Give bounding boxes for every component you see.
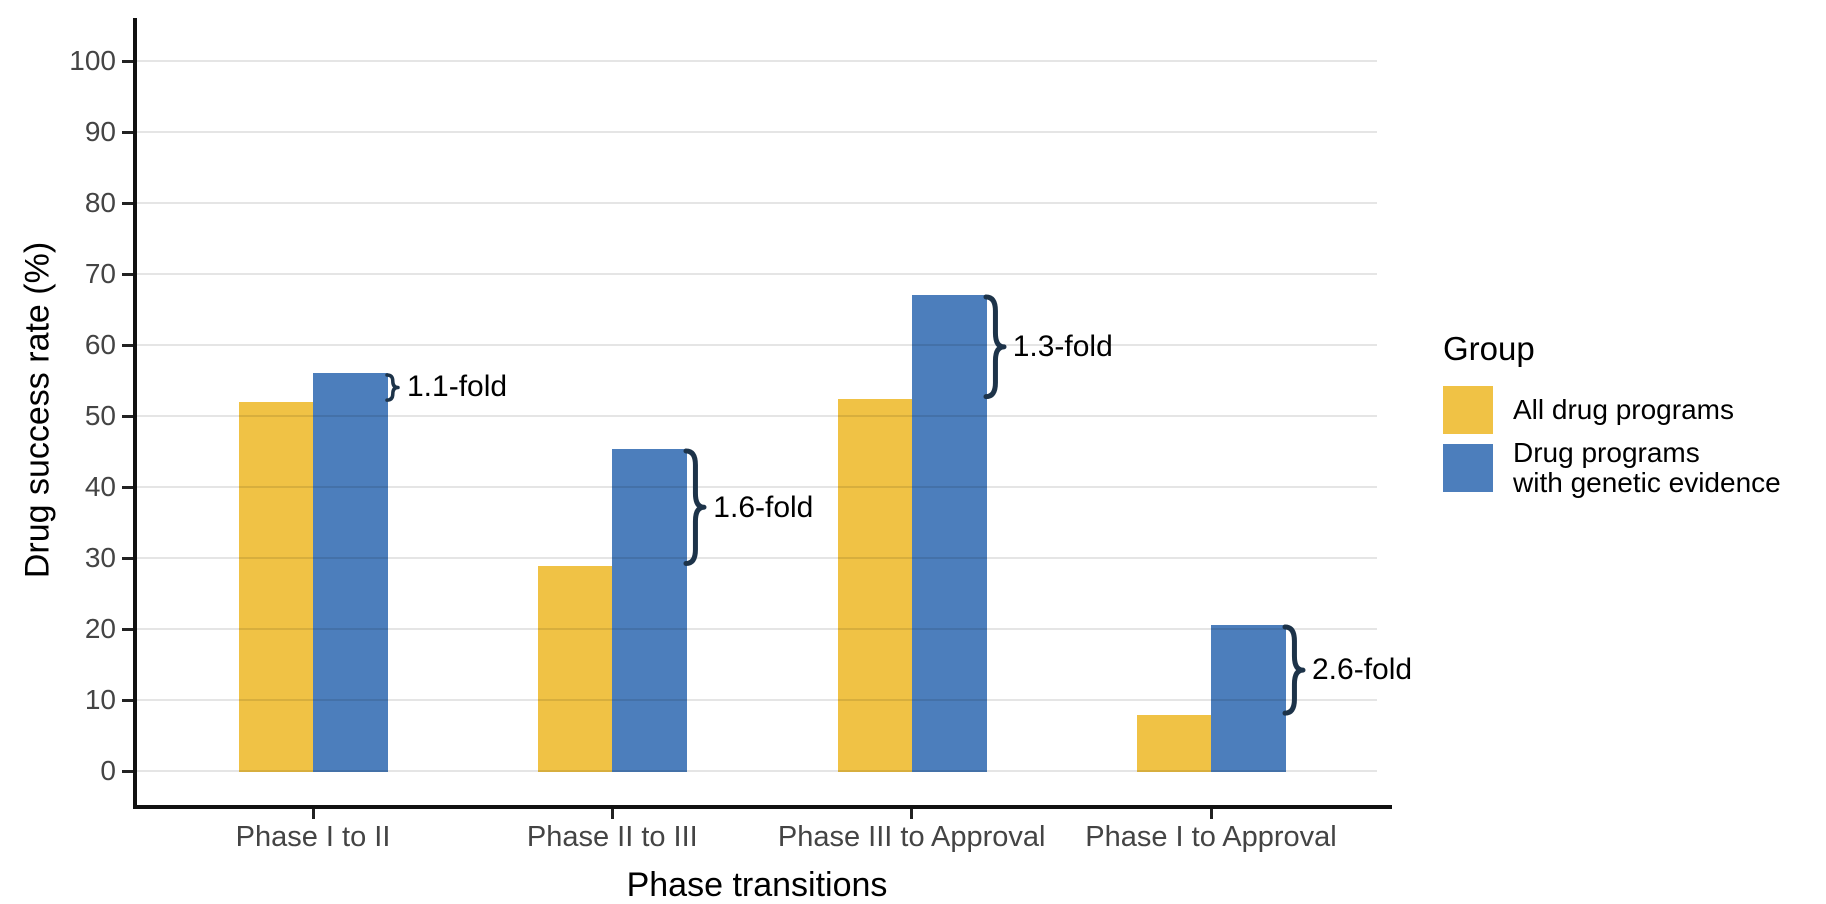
legend-title: Group xyxy=(1443,330,1535,367)
x-tick-label: Phase III to Approval xyxy=(777,821,1046,853)
bar xyxy=(837,398,912,772)
bar xyxy=(612,449,688,772)
bar xyxy=(239,401,313,772)
x-tick-label: Phase II to III xyxy=(526,821,698,853)
y-axis-line xyxy=(133,18,137,809)
legend-item: All drug programs xyxy=(1443,386,1781,434)
x-axis-tick xyxy=(311,809,315,819)
x-tick-label: Phase I to Approval xyxy=(1085,821,1337,853)
y-tick-label: 60 xyxy=(84,329,116,360)
bar xyxy=(538,565,613,772)
y-axis-tick xyxy=(122,627,135,631)
y-axis-tick xyxy=(122,698,135,702)
legend: Group All drug programs Drug programs with… xyxy=(1443,330,1781,502)
bar xyxy=(1137,714,1211,772)
y-axis-tick xyxy=(122,769,135,773)
y-tick-label: 70 xyxy=(84,258,116,289)
bar xyxy=(911,295,987,772)
gridline xyxy=(137,628,1377,630)
gridline xyxy=(137,699,1377,701)
gridline xyxy=(137,344,1377,346)
y-axis-tick xyxy=(122,272,135,276)
legend-item-label: All drug programs xyxy=(1513,394,1734,425)
y-axis-tick xyxy=(122,59,135,63)
gridline xyxy=(137,415,1377,417)
legend-items: All drug programs Drug programs with genet… xyxy=(1443,386,1781,498)
x-tick-label: Phase I to II xyxy=(235,821,391,853)
y-tick-label: 20 xyxy=(84,613,116,644)
brace-icon xyxy=(385,372,400,402)
x-axis-tick xyxy=(910,809,914,819)
gridline xyxy=(137,486,1377,488)
x-axis-tick xyxy=(1209,809,1213,819)
y-axis-tick xyxy=(122,130,135,134)
y-tick-label: 80 xyxy=(84,187,116,218)
y-tick-label: 90 xyxy=(84,116,116,147)
fold-annotation-label: 1.3-fold xyxy=(1012,330,1113,364)
fold-annotation-label: 1.6-fold xyxy=(713,490,814,524)
fold-annotation-label: 2.6-fold xyxy=(1312,652,1413,686)
legend-swatch-icon xyxy=(1443,444,1493,492)
x-axis-tick xyxy=(610,809,614,819)
fold-annotation-label: 1.1-fold xyxy=(407,370,508,404)
legend-swatch-icon xyxy=(1443,386,1493,434)
y-axis-tick xyxy=(122,485,135,489)
legend-item: Drug programs with genetic evidence xyxy=(1443,438,1781,498)
legend-item-label: Drug programs with genetic evidence xyxy=(1513,437,1781,498)
gridline xyxy=(137,557,1377,559)
y-tick-label: 40 xyxy=(84,471,116,502)
gridline xyxy=(137,202,1377,204)
y-tick-label: 30 xyxy=(84,542,116,573)
gridline xyxy=(137,131,1377,133)
gridline xyxy=(137,273,1377,275)
y-tick-label: 0 xyxy=(100,755,116,786)
y-tick-label: 50 xyxy=(84,400,116,431)
y-tick-label: 10 xyxy=(84,684,116,715)
y-axis-tick xyxy=(122,556,135,560)
brace-icon xyxy=(683,448,707,567)
bar xyxy=(1211,624,1286,772)
y-axis-tick xyxy=(122,414,135,418)
y-tick-label: 100 xyxy=(69,45,116,76)
x-axis-title: Phase transitions xyxy=(626,866,888,904)
gridline xyxy=(137,770,1377,772)
bar xyxy=(313,372,388,772)
x-axis-line xyxy=(133,805,1392,809)
y-axis-tick xyxy=(122,343,135,347)
brace-icon xyxy=(983,294,1007,400)
y-axis-tick xyxy=(122,201,135,205)
gridline xyxy=(137,60,1377,62)
brace-icon xyxy=(1282,624,1306,716)
